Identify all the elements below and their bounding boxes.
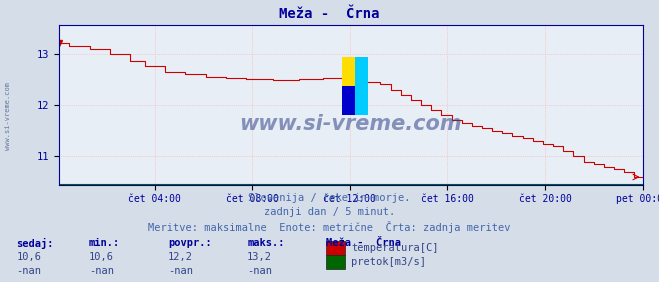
Text: Slovenija / reke in morje.: Slovenija / reke in morje.	[248, 193, 411, 203]
Text: 10,6: 10,6	[16, 252, 42, 262]
Text: min.:: min.:	[89, 238, 120, 248]
Text: povpr.:: povpr.:	[168, 238, 212, 248]
Text: maks.:: maks.:	[247, 238, 285, 248]
Bar	[355, 57, 368, 86]
Text: -nan: -nan	[168, 266, 193, 276]
Text: -nan: -nan	[247, 266, 272, 276]
Text: 13,2: 13,2	[247, 252, 272, 262]
Text: 12,2: 12,2	[168, 252, 193, 262]
Bar	[355, 86, 368, 114]
Text: pretok[m3/s]: pretok[m3/s]	[351, 257, 426, 267]
Text: Meža -  Črna: Meža - Črna	[326, 238, 401, 248]
Text: Meža -  Črna: Meža - Črna	[279, 7, 380, 21]
Text: www.si-vreme.com: www.si-vreme.com	[240, 114, 462, 134]
Text: www.si-vreme.com: www.si-vreme.com	[5, 81, 11, 150]
Text: Meritve: maksimalne  Enote: metrične  Črta: zadnja meritev: Meritve: maksimalne Enote: metrične Črta…	[148, 221, 511, 233]
Text: zadnji dan / 5 minut.: zadnji dan / 5 minut.	[264, 207, 395, 217]
Text: sedaj:: sedaj:	[16, 238, 54, 249]
Bar	[342, 57, 355, 86]
Text: -nan: -nan	[89, 266, 114, 276]
Bar	[342, 86, 355, 114]
Text: -nan: -nan	[16, 266, 42, 276]
Text: temperatura[C]: temperatura[C]	[351, 243, 439, 253]
Text: 10,6: 10,6	[89, 252, 114, 262]
